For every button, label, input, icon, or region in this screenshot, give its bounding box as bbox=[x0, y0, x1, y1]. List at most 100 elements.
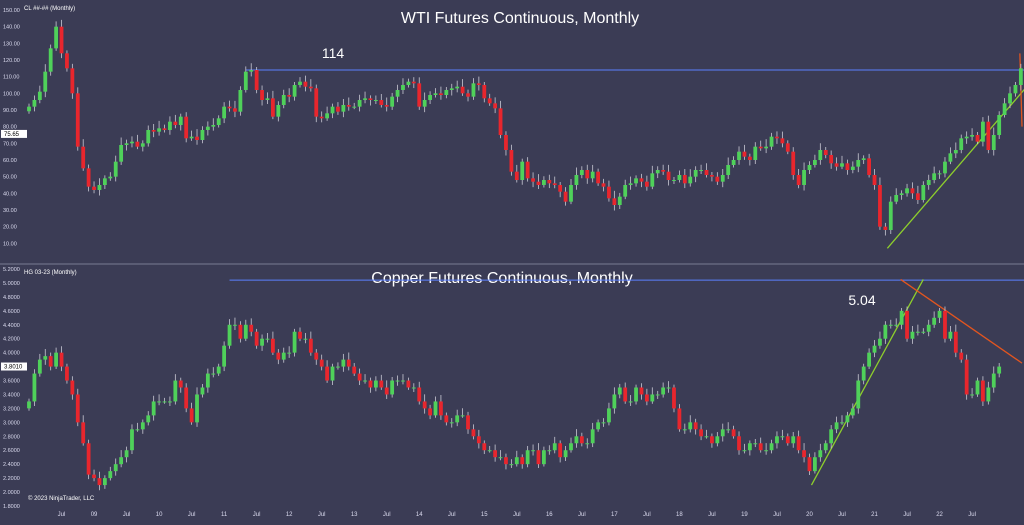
wti-candle bbox=[130, 141, 134, 144]
copper-candle bbox=[802, 450, 806, 458]
copper-candle bbox=[439, 401, 443, 416]
copper-candle bbox=[135, 429, 140, 431]
copper-candle bbox=[233, 324, 237, 326]
copper-candle bbox=[569, 443, 573, 451]
copper-candle bbox=[585, 443, 590, 445]
wti-candle bbox=[298, 81, 302, 85]
wti-candle bbox=[666, 171, 671, 180]
x-tick-label: Jul bbox=[903, 512, 911, 518]
copper-candle bbox=[682, 429, 687, 431]
copper-downtrend-line bbox=[900, 278, 1023, 364]
wti-candle bbox=[504, 135, 508, 150]
wti-candle bbox=[975, 135, 980, 142]
wti-candle bbox=[460, 86, 465, 94]
copper-candle bbox=[850, 408, 855, 416]
copper-candle bbox=[579, 436, 584, 444]
copper-candle bbox=[390, 380, 395, 395]
copper-candle bbox=[205, 373, 210, 388]
x-tick-label: Jul bbox=[318, 512, 326, 518]
copper-candle bbox=[43, 356, 48, 360]
wti-candle bbox=[693, 170, 698, 177]
wti-candle bbox=[802, 170, 806, 185]
x-axis: Jul 09 Jul 10 Jul 11 Jul 12 Jul 13 Jul 14 Jul 15 Jul 16… bbox=[58, 512, 976, 518]
copper-candle bbox=[525, 450, 530, 465]
wti-candle bbox=[872, 175, 877, 185]
copper-resistance-label: 5.04 bbox=[848, 292, 875, 308]
wti-candle bbox=[639, 178, 644, 182]
wti-candle bbox=[417, 83, 422, 107]
copper-candle bbox=[444, 415, 449, 423]
copper-candle bbox=[97, 478, 102, 486]
copper-candle bbox=[899, 310, 904, 325]
copper-candle bbox=[970, 394, 974, 396]
wti-candle bbox=[943, 161, 947, 174]
copper-candle bbox=[200, 387, 205, 395]
wti-candle bbox=[238, 90, 243, 112]
wti-candle bbox=[764, 146, 769, 149]
wti-candle bbox=[921, 185, 926, 200]
copper-candle bbox=[411, 387, 416, 389]
wti-candle bbox=[964, 136, 969, 139]
x-tick-label: 19 bbox=[741, 512, 748, 518]
copper-candle bbox=[753, 443, 758, 445]
copper-candle bbox=[406, 380, 411, 388]
wti-candle bbox=[948, 153, 953, 162]
copper-candle bbox=[124, 450, 129, 458]
wti-candle bbox=[205, 126, 210, 130]
copper-candle bbox=[710, 436, 714, 444]
wti-candle bbox=[200, 130, 205, 140]
copper-candle bbox=[168, 401, 172, 403]
copper-candle bbox=[281, 352, 286, 360]
copper-candle bbox=[818, 450, 823, 458]
copper-candle bbox=[493, 450, 498, 458]
copper-y-tick-label: 3.6000 bbox=[3, 379, 20, 385]
copper-last-price-tag-bg bbox=[1, 362, 27, 371]
wti-candle bbox=[27, 106, 31, 112]
copper-candle bbox=[975, 380, 980, 395]
copper-candle bbox=[373, 380, 378, 388]
copper-candle bbox=[628, 401, 633, 403]
copper-candle bbox=[287, 352, 292, 354]
wti-candle bbox=[308, 86, 313, 89]
wti-candle bbox=[579, 170, 584, 175]
copper-candle bbox=[509, 464, 514, 466]
wti-candle bbox=[287, 95, 292, 97]
copper-candle bbox=[964, 359, 969, 395]
copper-candle bbox=[417, 387, 422, 402]
copper-candle bbox=[780, 436, 785, 438]
copper-candle bbox=[617, 387, 622, 395]
wti-candle bbox=[265, 98, 270, 100]
copper-candle bbox=[612, 394, 617, 409]
wti-support-trendline bbox=[886, 88, 1024, 249]
copper-last-price-tag: 3.8010 bbox=[1, 362, 27, 371]
wti-candle bbox=[655, 170, 660, 174]
copper-trendlines bbox=[229, 278, 1024, 486]
wti-candle bbox=[482, 85, 487, 99]
wti-candle bbox=[547, 180, 552, 184]
copper-candle bbox=[834, 422, 839, 430]
wti-y-tick-label: 120.00 bbox=[3, 58, 20, 64]
copper-candle bbox=[130, 429, 134, 451]
wti-candle bbox=[563, 191, 568, 202]
copper-candle bbox=[861, 366, 866, 381]
copper-candle bbox=[747, 443, 752, 451]
wti-candle bbox=[357, 100, 362, 107]
wti-candle bbox=[341, 105, 346, 112]
copper-candle bbox=[449, 422, 454, 424]
copper-candle bbox=[504, 457, 508, 465]
wti-candle bbox=[433, 93, 438, 95]
wti-candle bbox=[514, 171, 519, 180]
copper-candle bbox=[547, 450, 552, 452]
copper-candle bbox=[238, 324, 243, 339]
wti-candle bbox=[455, 86, 460, 89]
wti-candle bbox=[628, 183, 633, 185]
copper-candle bbox=[108, 471, 113, 479]
wti-candle bbox=[585, 170, 590, 179]
copper-candle bbox=[981, 380, 985, 402]
wti-candle bbox=[731, 160, 736, 165]
copper-candle bbox=[634, 387, 638, 402]
copper-candle bbox=[260, 338, 264, 346]
copper-candle bbox=[379, 380, 384, 388]
wti-candle bbox=[352, 106, 357, 108]
